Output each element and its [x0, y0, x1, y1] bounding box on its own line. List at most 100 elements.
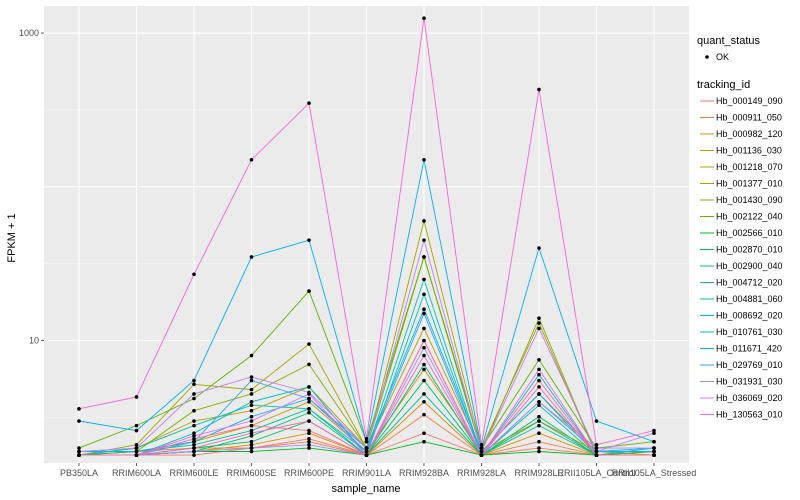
x-axis: PB350LA RRIM600LA RRIM600LE RRIM600SE RRIM60…	[60, 463, 696, 478]
data-point	[364, 453, 369, 457]
data-point	[192, 419, 196, 423]
data-point	[249, 434, 254, 438]
data-point	[307, 439, 311, 444]
x-tick-label: RRIM928LE	[514, 468, 563, 478]
x-tick-label: RRIM928BA	[399, 468, 449, 478]
data-point	[479, 453, 484, 457]
data-point	[307, 396, 311, 401]
data-point	[307, 410, 311, 415]
data-point	[537, 358, 541, 362]
data-point	[537, 378, 541, 383]
y-axis-title: FPKM + 1	[6, 213, 18, 262]
data-point	[652, 439, 656, 444]
data-point	[192, 396, 196, 401]
legend-label: Hb_036069_020	[716, 393, 783, 403]
data-point	[479, 446, 484, 450]
y-axis: 10 1000	[19, 28, 44, 346]
data-point	[134, 449, 139, 454]
data-point	[134, 453, 139, 457]
legend-label: Hb_001377_010	[716, 179, 783, 189]
data-point	[422, 311, 426, 316]
data-point	[192, 453, 196, 457]
quant-legend-title: quant_status	[697, 35, 760, 47]
data-point	[422, 326, 426, 331]
data-point	[134, 395, 139, 399]
x-tick-label: PB350LA	[60, 468, 98, 478]
data-point	[249, 378, 254, 383]
data-point	[594, 449, 599, 454]
data-point	[537, 321, 541, 325]
x-tick-label: RRIM600SE	[226, 468, 276, 478]
data-point	[422, 439, 426, 444]
x-tick-label: RRII105LA_Control	[557, 468, 635, 478]
x-tick-label: RRIM600LA	[112, 468, 161, 478]
data-point	[307, 392, 311, 396]
data-point	[307, 289, 311, 293]
data-point	[422, 392, 426, 396]
data-point	[537, 385, 541, 389]
x-tick-label: RRIM901LA	[342, 468, 391, 478]
data-point	[249, 255, 254, 259]
data-point	[249, 400, 254, 404]
data-point	[307, 407, 311, 411]
data-point	[422, 362, 426, 367]
data-point	[192, 272, 196, 277]
tracking-legend-items: Hb_000149_090 Hb_000911_050 Hb_000982_120 H…	[700, 96, 783, 420]
data-point	[134, 446, 139, 450]
legend-label: Hb_029769_010	[716, 360, 783, 370]
x-tick-label: RRIM928LA	[457, 468, 506, 478]
data-point	[192, 392, 196, 396]
data-point	[192, 434, 196, 438]
data-point	[422, 367, 426, 372]
legend: quant_status OK tracking_id Hb_000149_09…	[697, 35, 783, 420]
data-point	[77, 446, 81, 450]
data-point	[537, 246, 541, 250]
data-point	[134, 428, 139, 433]
data-point	[307, 428, 311, 433]
data-point	[134, 423, 139, 428]
data-point	[537, 419, 541, 423]
data-point	[249, 423, 254, 428]
data-point	[307, 443, 311, 447]
legend-label: Hb_002566_010	[716, 228, 783, 238]
series-points	[77, 16, 656, 457]
data-point	[249, 419, 254, 423]
data-point	[537, 423, 541, 428]
legend-label: Hb_130563_010	[716, 410, 783, 420]
data-point	[537, 449, 541, 454]
data-point	[192, 382, 196, 387]
data-point	[364, 446, 369, 450]
legend-label: Hb_000911_050	[716, 113, 782, 123]
legend-label: Hb_002122_040	[716, 212, 783, 222]
legend-label: Hb_004712_020	[716, 278, 783, 288]
legend-label: Hb_008692_020	[716, 311, 783, 321]
x-tick-label: RRIM600LE	[169, 468, 218, 478]
data-point	[537, 439, 541, 444]
legend-label: Hb_004881_060	[716, 294, 783, 304]
data-point	[192, 446, 196, 450]
data-point	[249, 431, 254, 435]
data-point	[422, 307, 426, 312]
data-point	[422, 378, 426, 383]
data-point	[537, 326, 541, 331]
data-point	[422, 277, 426, 282]
quant-legend-label: OK	[716, 52, 729, 62]
data-point	[307, 400, 311, 404]
legend-label: Hb_000149_090	[716, 96, 783, 106]
data-point	[249, 414, 254, 419]
data-point	[422, 219, 426, 223]
data-point	[307, 431, 311, 435]
data-point	[537, 367, 541, 372]
x-axis-title: sample_name	[331, 483, 400, 495]
data-point	[652, 446, 656, 450]
tracking-legend-title: tracking_id	[697, 79, 750, 91]
data-point	[307, 362, 311, 367]
legend-label: Hb_000982_120	[716, 129, 783, 139]
data-point	[537, 403, 541, 408]
legend-label: Hb_001218_070	[716, 162, 783, 172]
data-point	[594, 446, 599, 450]
data-point	[479, 449, 484, 454]
data-point	[364, 436, 369, 441]
data-point	[249, 443, 254, 447]
data-point	[422, 238, 426, 242]
